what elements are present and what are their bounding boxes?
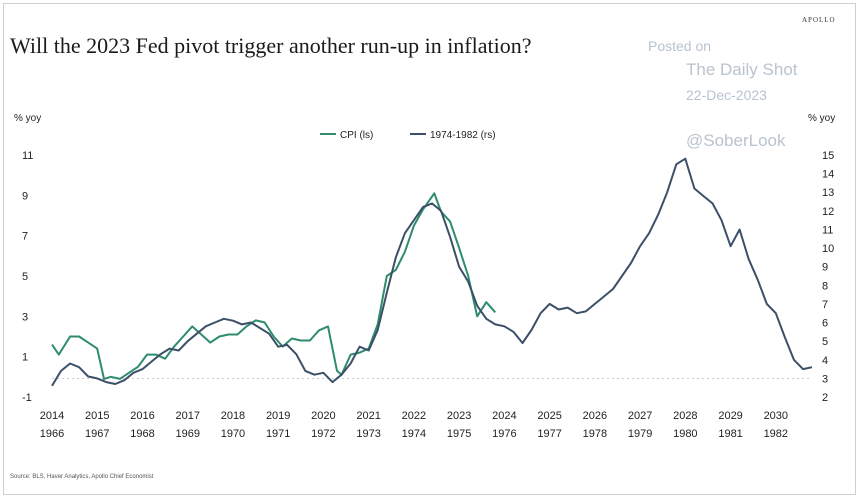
- x-tick-label-top: 2030: [764, 410, 788, 422]
- x-tick-label-top: 2029: [718, 410, 742, 422]
- legend-label: 1974-1982 (rs): [430, 130, 496, 141]
- chart-title: Will the 2023 Fed pivot trigger another …: [10, 33, 532, 58]
- series-line-cpi: [51, 192, 497, 380]
- right-tick-label: 10: [822, 243, 834, 255]
- x-tick-label-bottom: 1972: [311, 428, 335, 440]
- x-tick-label-bottom: 1980: [673, 428, 697, 440]
- x-tick-label-bottom: 1966: [40, 428, 64, 440]
- x-tick-label-top: 2016: [130, 410, 154, 422]
- x-tick-label-top: 2022: [402, 410, 426, 422]
- left-tick-label: -1: [22, 392, 32, 404]
- x-tick-label-bottom: 1973: [356, 428, 380, 440]
- x-tick-label-bottom: 1979: [628, 428, 652, 440]
- x-tick-label-top: 2020: [311, 410, 335, 422]
- right-tick-label: 6: [822, 318, 828, 330]
- right-tick-label: 12: [822, 206, 834, 218]
- x-tick-label-bottom: 1967: [85, 428, 109, 440]
- brand-logo: APOLLO: [802, 16, 836, 24]
- x-tick-label-top: 2021: [356, 410, 380, 422]
- x-tick-label-top: 2023: [447, 410, 471, 422]
- x-tick-label-bottom: 1981: [718, 428, 742, 440]
- x-tick-label-bottom: 1975: [447, 428, 471, 440]
- right-tick-label: 7: [822, 299, 828, 311]
- x-tick-label-top: 2015: [85, 410, 109, 422]
- x-tick-label-top: 2017: [175, 410, 199, 422]
- series-line-historical: [51, 157, 813, 387]
- right-tick-label: 11: [822, 224, 833, 236]
- right-tick-label: 4: [822, 355, 828, 367]
- watermark-posted: Posted on: [648, 38, 712, 54]
- x-tick-label-top: 2028: [673, 410, 697, 422]
- x-tick-label-top: 2018: [221, 410, 245, 422]
- x-tick-label-bottom: 1970: [221, 428, 245, 440]
- left-tick-label: 7: [22, 231, 28, 243]
- watermark-date: 22-Dec-2023: [686, 87, 767, 103]
- right-tick-label: 5: [822, 336, 828, 348]
- x-tick-label-top: 2014: [40, 410, 64, 422]
- legend-label: CPI (ls): [340, 130, 373, 141]
- x-tick-label-top: 2025: [537, 410, 561, 422]
- left-tick-label: 3: [22, 311, 28, 323]
- x-tick-label-top: 2026: [583, 410, 607, 422]
- x-tick-label-bottom: 1982: [764, 428, 788, 440]
- right-tick-label: 2: [822, 392, 828, 404]
- right-tick-label: 14: [822, 169, 834, 181]
- right-tick-label: 15: [822, 150, 834, 162]
- x-tick-label-bottom: 1974: [402, 428, 426, 440]
- x-tick-label-top: 2027: [628, 410, 652, 422]
- watermark-handle: @SoberLook: [686, 131, 786, 150]
- x-tick-label-top: 2024: [492, 410, 516, 422]
- left-tick-label: 9: [22, 190, 28, 202]
- watermark-site: The Daily Shot: [686, 60, 798, 79]
- left-axis-label: % yoy: [14, 113, 41, 124]
- source-note: Source: BLS, Haver Analytics, Apollo Chi…: [10, 474, 154, 480]
- x-tick-label-bottom: 1968: [130, 428, 154, 440]
- x-tick-label-top: 2019: [266, 410, 290, 422]
- right-tick-label: 9: [822, 262, 828, 274]
- chart-frame: [3, 3, 856, 495]
- right-tick-label: 13: [822, 187, 834, 199]
- x-tick-label-bottom: 1976: [492, 428, 516, 440]
- right-axis-label: % yoy: [808, 113, 835, 124]
- right-tick-label: 3: [822, 373, 828, 385]
- x-tick-label-bottom: 1978: [583, 428, 607, 440]
- x-tick-label-bottom: 1969: [175, 428, 199, 440]
- left-tick-label: 5: [22, 271, 28, 283]
- right-tick-label: 8: [822, 280, 828, 292]
- x-tick-label-bottom: 1977: [537, 428, 561, 440]
- left-tick-label: 11: [22, 150, 33, 162]
- x-tick-label-bottom: 1971: [266, 428, 290, 440]
- left-tick-label: 1: [22, 352, 28, 364]
